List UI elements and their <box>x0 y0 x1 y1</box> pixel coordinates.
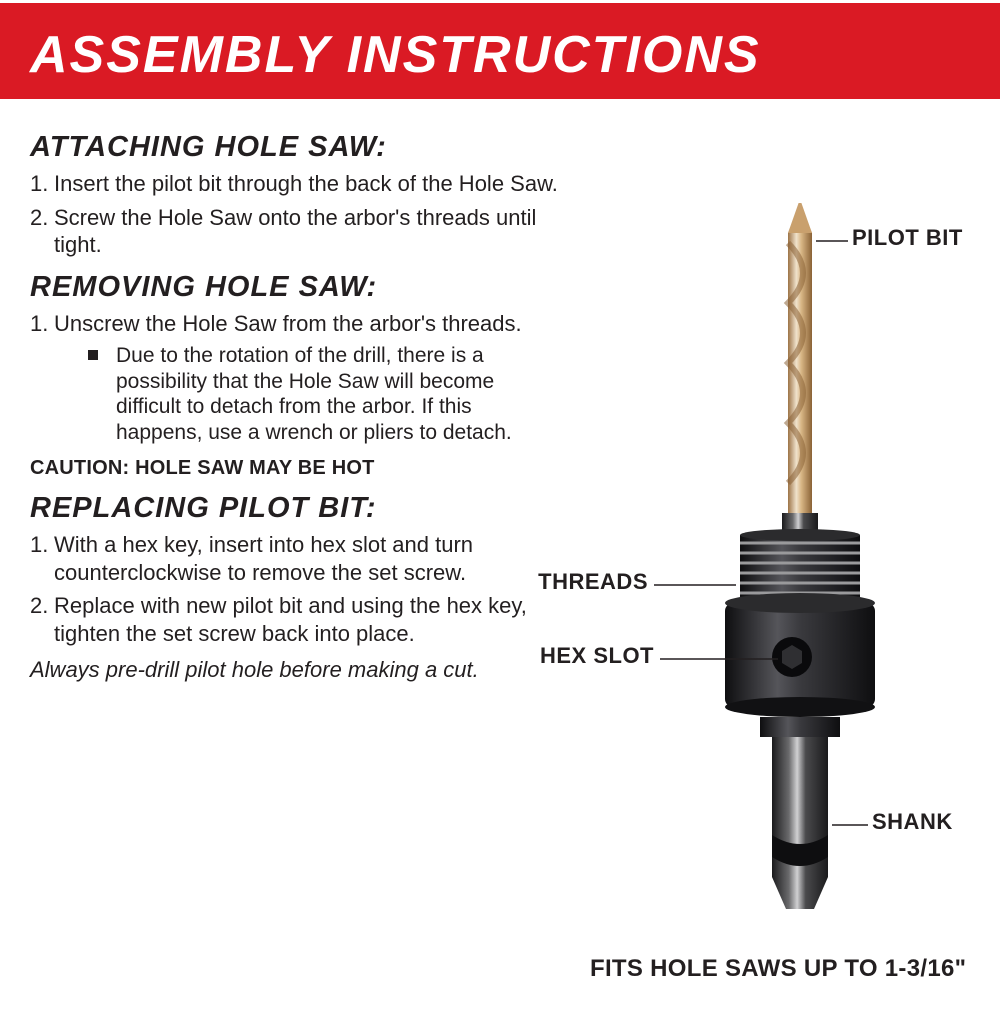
threads-icon <box>740 529 860 601</box>
replace-step-2: 2. Replace with new pilot bit and using … <box>30 592 540 647</box>
label-shank: SHANK <box>872 809 953 835</box>
step-text: Replace with new pilot bit and using the… <box>54 592 540 647</box>
label-threads: THREADS <box>538 569 648 595</box>
shank-icon <box>772 737 828 909</box>
arbor-svg <box>560 203 980 1023</box>
step-number: 1. <box>30 310 54 338</box>
header-band: ASSEMBLY INSTRUCTIONS <box>0 0 1000 103</box>
replace-note: Always pre-drill pilot hole before makin… <box>30 657 590 683</box>
instructions-column: ATTACHING HOLE SAW: 1. Insert the pilot … <box>30 131 590 683</box>
fit-label: FITS HOLE SAWS UP TO 1-3/16" <box>590 955 966 983</box>
arbor-group <box>725 203 875 909</box>
pilot-bit-tip <box>788 203 812 233</box>
step-text: Unscrew the Hole Saw from the arbor's th… <box>54 310 590 338</box>
step-text: Insert the pilot bit through the back of… <box>54 170 590 198</box>
arbor-diagram: PILOT BIT THREADS HEX SLOT SHANK FITS HO… <box>560 203 980 1023</box>
label-hex-slot: HEX SLOT <box>540 643 654 669</box>
step-text: Screw the Hole Saw onto the arbor's thre… <box>54 204 590 259</box>
label-pilot-bit: PILOT BIT <box>852 225 963 251</box>
replace-step-1: 1. With a hex key, insert into hex slot … <box>30 531 540 586</box>
step-down <box>760 717 840 737</box>
arbor-body <box>725 593 875 717</box>
remove-bullet: Due to the rotation of the drill, there … <box>88 343 518 445</box>
attach-step-1: 1. Insert the pilot bit through the back… <box>30 170 590 198</box>
header-title: ASSEMBLY INSTRUCTIONS <box>30 26 761 84</box>
caution-text: CAUTION: HOLE SAW MAY BE HOT <box>30 457 590 480</box>
section-title-attach: ATTACHING HOLE SAW: <box>30 131 590 164</box>
content-area: ATTACHING HOLE SAW: 1. Insert the pilot … <box>0 103 1000 683</box>
step-number: 2. <box>30 204 54 259</box>
step-number: 1. <box>30 531 54 586</box>
section-title-remove: REMOVING HOLE SAW: <box>30 271 590 304</box>
step-number: 1. <box>30 170 54 198</box>
step-text: With a hex key, insert into hex slot and… <box>54 531 540 586</box>
remove-step-1: 1. Unscrew the Hole Saw from the arbor's… <box>30 310 590 338</box>
step-number: 2. <box>30 592 54 647</box>
replace-steps: 1. With a hex key, insert into hex slot … <box>30 531 590 647</box>
attach-step-2: 2. Screw the Hole Saw onto the arbor's t… <box>30 204 590 259</box>
section-title-replace: REPLACING PILOT BIT: <box>30 492 590 525</box>
